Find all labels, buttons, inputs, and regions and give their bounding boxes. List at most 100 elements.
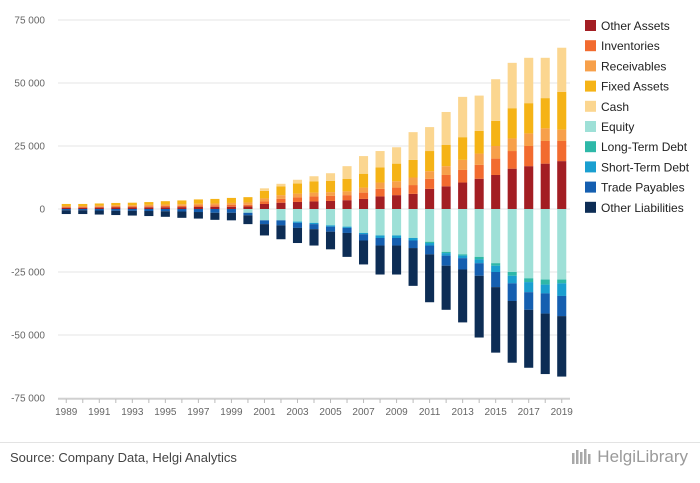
bar-segment bbox=[276, 195, 286, 199]
bar-segment bbox=[226, 202, 236, 205]
bar-segment bbox=[309, 192, 319, 197]
bar-segment bbox=[507, 108, 517, 139]
bar-segment bbox=[507, 283, 517, 301]
bar-segment bbox=[111, 207, 121, 209]
bar-segment bbox=[127, 205, 137, 207]
bar-segment bbox=[144, 204, 154, 207]
bar-segment bbox=[524, 146, 534, 167]
bar-segment bbox=[309, 229, 319, 246]
bar-segment bbox=[259, 190, 269, 199]
y-tick-label: 75 000 bbox=[14, 16, 45, 27]
bar-segment bbox=[491, 146, 501, 159]
legend-label[interactable]: Short-Term Debt bbox=[601, 160, 690, 174]
bar-segment bbox=[160, 211, 170, 217]
bar-segment bbox=[425, 188, 435, 209]
bar-segment bbox=[375, 188, 385, 197]
bar-segment bbox=[127, 207, 137, 209]
bar-segment bbox=[61, 207, 71, 209]
bar-segment bbox=[425, 254, 435, 303]
x-tick-label: 2019 bbox=[551, 407, 574, 418]
bar-segment bbox=[474, 95, 484, 131]
bar-segment bbox=[78, 205, 88, 207]
bar-segment bbox=[425, 151, 435, 172]
legend-label[interactable]: Other Liabilities bbox=[601, 201, 684, 215]
bar-segment bbox=[276, 220, 286, 226]
brand-logo[interactable]: HelgiLibrary bbox=[571, 447, 688, 467]
bar-segment bbox=[325, 231, 336, 250]
legend-label[interactable]: Equity bbox=[601, 120, 634, 134]
bar-segment bbox=[342, 195, 352, 201]
bar-segment bbox=[524, 278, 534, 283]
bar-segment bbox=[144, 206, 154, 208]
bar-segment bbox=[392, 147, 402, 164]
bar-segment bbox=[557, 279, 567, 284]
bar-segment bbox=[392, 195, 402, 209]
legend-label[interactable]: Receivables bbox=[601, 59, 666, 73]
bar-segment bbox=[458, 159, 468, 170]
bar-segment bbox=[458, 169, 468, 183]
bar-segment bbox=[375, 182, 385, 189]
bar-segment bbox=[259, 220, 269, 225]
bar-segment bbox=[557, 129, 567, 141]
bar-segment bbox=[557, 47, 567, 92]
bar-segment bbox=[359, 156, 369, 174]
bar-segment bbox=[359, 209, 369, 233]
bar-segment bbox=[474, 263, 484, 276]
bar-segment bbox=[425, 241, 435, 244]
bar-segment bbox=[292, 209, 303, 222]
bar-segment bbox=[243, 215, 253, 225]
x-tick-label: 2015 bbox=[485, 407, 508, 418]
y-axis: 75 000 50 000 25 000 0 -25 000 -50 000 -75 000 bbox=[11, 16, 45, 405]
legend-label[interactable]: Other Assets bbox=[601, 19, 670, 33]
bar-segment bbox=[474, 153, 484, 165]
footer-divider bbox=[0, 442, 700, 443]
y-tick-label: -50 000 bbox=[11, 331, 45, 342]
bar-segment bbox=[557, 140, 567, 162]
bar-segment bbox=[78, 207, 88, 209]
bar-segment bbox=[243, 202, 253, 205]
x-axis: 1989 1991 1993 1995 1997 1999 2001 2003 2005 2007… bbox=[55, 398, 574, 418]
bar-segment bbox=[359, 173, 369, 188]
x-tick-label: 2005 bbox=[319, 407, 342, 418]
bar-segment bbox=[325, 209, 336, 226]
x-tick-label: 2001 bbox=[253, 407, 276, 418]
bar-segment bbox=[458, 137, 468, 160]
bar-segment bbox=[524, 133, 534, 146]
bar-segment bbox=[193, 212, 203, 219]
bar-segment bbox=[309, 176, 319, 182]
legend-label[interactable]: Trade Payables bbox=[601, 181, 685, 195]
legend-label[interactable]: Inventories bbox=[601, 39, 660, 53]
bar-segment bbox=[491, 158, 501, 175]
brand-name: HelgiLibrary bbox=[597, 447, 688, 466]
bar-segment bbox=[160, 204, 170, 206]
bar-segment bbox=[375, 237, 385, 246]
legend-label[interactable]: Cash bbox=[601, 100, 629, 114]
bar-segment bbox=[193, 209, 203, 213]
bar-segment bbox=[243, 206, 253, 209]
bar-segment bbox=[540, 140, 550, 164]
library-icon bbox=[572, 449, 591, 464]
bar-segment bbox=[160, 209, 170, 212]
bar-segment bbox=[111, 209, 121, 211]
bar-segment bbox=[425, 243, 435, 246]
bar-segment bbox=[540, 279, 550, 285]
bar-segment bbox=[292, 222, 303, 228]
bar-segment bbox=[61, 209, 71, 211]
bar-segment bbox=[425, 127, 435, 152]
bar-segment bbox=[474, 130, 484, 154]
bar-segment bbox=[392, 163, 402, 182]
bar-segment bbox=[193, 203, 203, 206]
bar-segment bbox=[177, 209, 187, 212]
bar-segment bbox=[359, 240, 369, 265]
x-tick-label: 2011 bbox=[419, 407, 441, 418]
bar-segment bbox=[392, 245, 402, 275]
bar-segment bbox=[441, 255, 451, 266]
legend-label[interactable]: Fixed Assets bbox=[601, 80, 669, 94]
x-tick-label: 2007 bbox=[352, 407, 375, 418]
bar-segment bbox=[243, 212, 253, 216]
bar-segment bbox=[359, 232, 369, 235]
bar-segment bbox=[144, 202, 154, 205]
legend-label[interactable]: Long-Term Debt bbox=[601, 140, 688, 154]
bar-segment bbox=[94, 207, 104, 209]
bar-segment bbox=[441, 251, 451, 254]
